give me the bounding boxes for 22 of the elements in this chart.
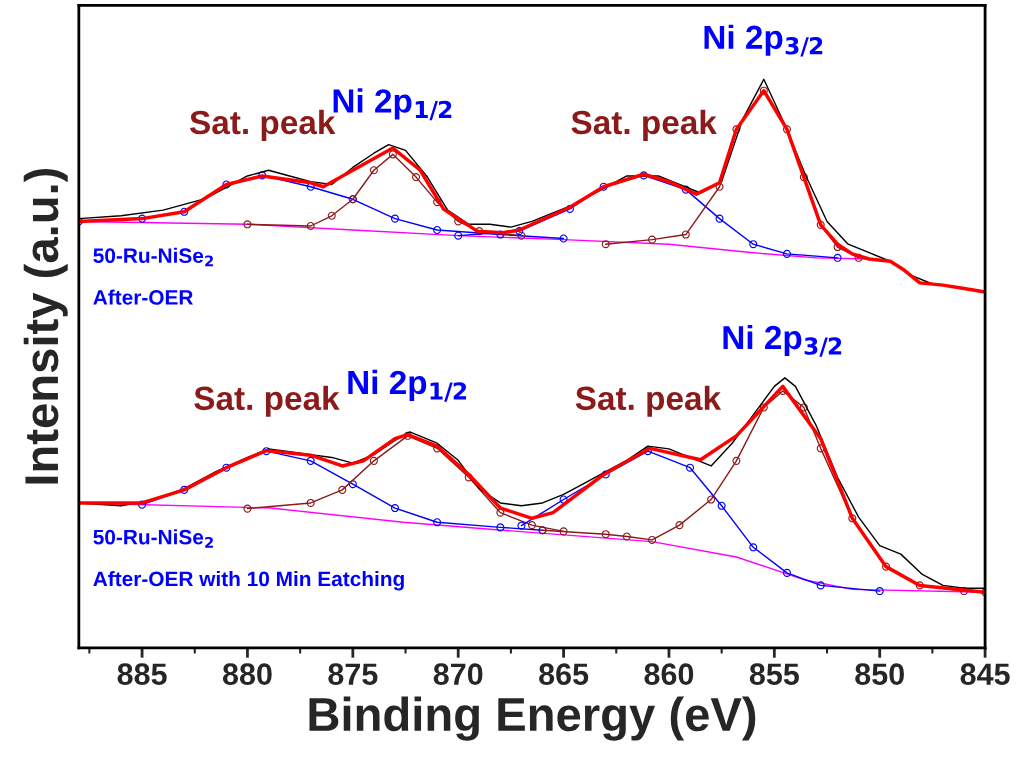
x-tick-label: 880 <box>222 663 272 685</box>
x-tick-label: 875 <box>328 663 378 685</box>
annotation: Sat. peak <box>194 385 340 417</box>
annotation: Ni 2p$_{3/2}$ <box>704 24 823 57</box>
annotation: Sat. peak <box>189 109 336 141</box>
x-tick-label: 855 <box>749 663 799 685</box>
annotation: 50-Ru-NiSe$_{2}$ <box>93 529 213 548</box>
y-axis-title: Intensity (a.u.) <box>23 168 68 484</box>
x-tick-label: 865 <box>539 663 589 685</box>
annotation: After-OER with 10 Min Eatching <box>93 570 404 591</box>
x-tick-label: 870 <box>433 663 483 685</box>
annotation: After-OER <box>93 289 194 305</box>
x-tick-label: 845 <box>960 663 1010 685</box>
annotation: Sat. peak <box>571 109 717 141</box>
annotation: Sat. peak <box>575 385 722 417</box>
x-tick-label: 850 <box>855 663 904 685</box>
x-tick-label: 885 <box>117 663 167 685</box>
annotation: Ni 2p$_{1/2}$ <box>348 369 467 402</box>
annotation: 50-Ru-NiSe$_{2}$ <box>93 247 213 267</box>
x-tick-label: 860 <box>644 663 694 685</box>
x-axis-title: Binding Energy (eV) <box>309 696 756 741</box>
annotation: Ni 2p$_{3/2}$ <box>723 324 842 357</box>
